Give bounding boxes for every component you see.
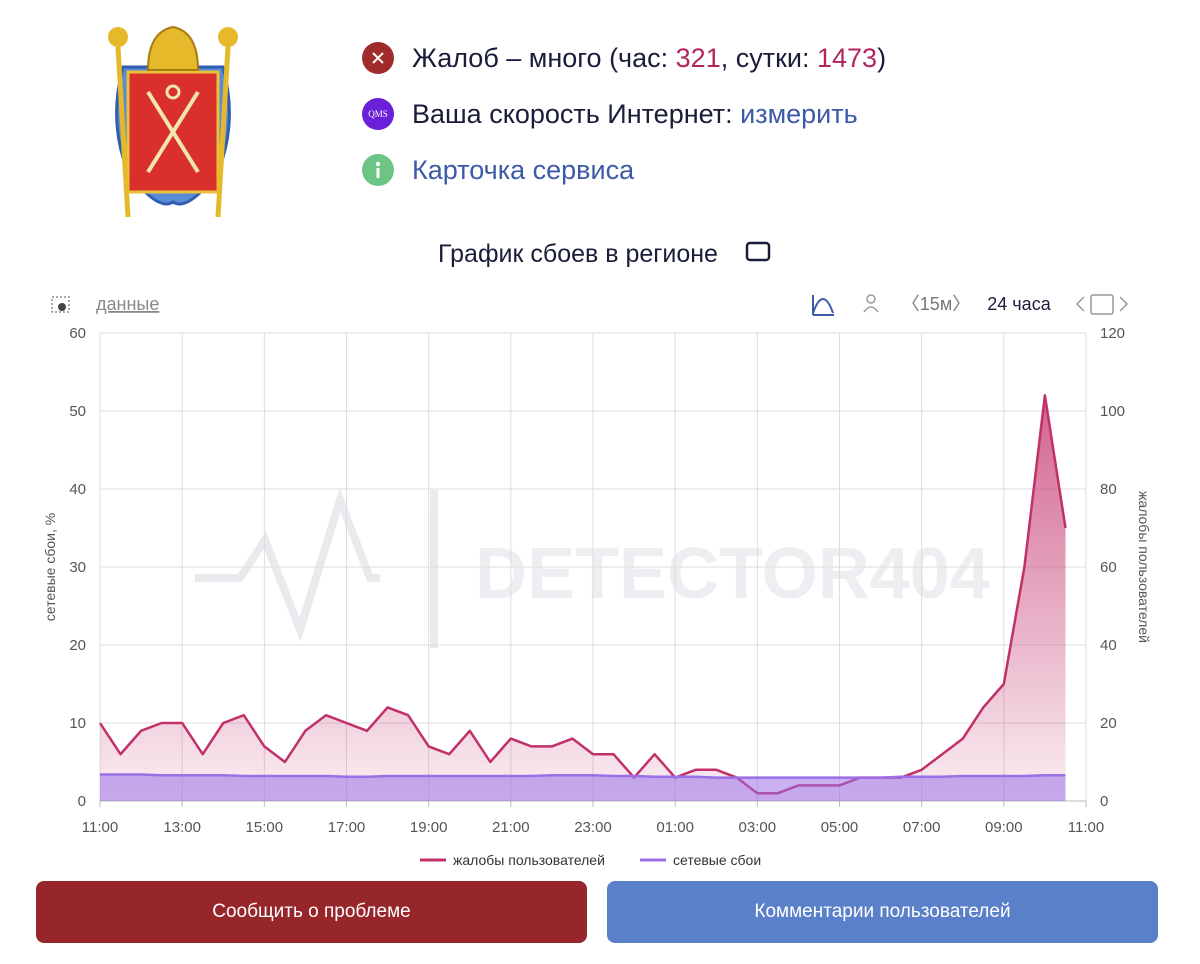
x-tick-label: 17:00 — [328, 819, 366, 836]
error-icon — [362, 42, 394, 74]
info-icon — [362, 154, 394, 186]
chart-type-icon[interactable] — [812, 295, 834, 316]
legend-item[interactable]: жалобы пользователей — [420, 852, 605, 868]
x-tick-label: 05:00 — [821, 819, 859, 836]
legend-label: сетевые сбои — [673, 852, 761, 868]
status-row: Жалоб – много (час: 321, сутки: 1473) — [362, 42, 886, 74]
card-link[interactable]: Карточка сервиса — [412, 154, 635, 185]
speed-label: Ваша скорость Интернет: — [412, 98, 741, 129]
watermark: DETECTOR404 — [195, 487, 990, 648]
x-tick-label: 15:00 — [246, 819, 284, 836]
y-tick-label: 0 — [78, 793, 86, 810]
y-tick-label: 50 — [69, 403, 86, 420]
line — [100, 773, 1066, 779]
monitor-icon — [745, 241, 771, 262]
speed-row: QMS Ваша скорость Интернет: измерить — [362, 98, 858, 130]
legend-label: жалобы пользователей — [453, 852, 605, 868]
y-tick-label: 20 — [69, 637, 86, 654]
y2-tick-label: 120 — [1100, 325, 1125, 342]
y2-tick-label: 0 — [1100, 793, 1108, 810]
x-tick-label: 13:00 — [163, 819, 201, 836]
y2-tick-label: 40 — [1100, 637, 1117, 654]
watermark-text: DETECTOR404 — [475, 534, 990, 614]
y-tick-label: 30 — [69, 559, 86, 576]
y2-tick-label: 100 — [1100, 403, 1125, 420]
x-tick-label: 19:00 — [410, 819, 448, 836]
status-mid: , сутки: — [720, 42, 817, 73]
data-link[interactable]: данные — [96, 294, 159, 314]
area — [100, 774, 1066, 801]
x-tick-label: 01:00 — [656, 819, 694, 836]
x-tick-label: 11:00 — [1068, 819, 1104, 836]
qms-icon: QMS — [362, 98, 394, 130]
y2-axis-label: жалобы пользователей — [1136, 491, 1152, 643]
x-tick-label: 23:00 — [574, 819, 612, 836]
area — [100, 395, 1066, 801]
period-select[interactable]: 24 часа — [987, 294, 1051, 314]
chart: График сбоев в регионе данные 〈15м〉 24 ч… — [42, 240, 1152, 868]
calendar-control[interactable] — [1075, 294, 1129, 315]
x-tick-label: 07:00 — [903, 819, 941, 836]
camera-icon[interactable] — [51, 296, 70, 313]
status-suffix: ) — [877, 42, 887, 73]
user-icon[interactable] — [863, 294, 879, 313]
y2-tick-label: 80 — [1100, 481, 1117, 498]
y2-tick-label: 60 — [1100, 559, 1117, 576]
y-tick-label: 40 — [69, 481, 86, 498]
status-text: Жалоб – много (час: 321, сутки: 1473) — [412, 43, 886, 74]
y-axis-label: сетевые сбои, % — [42, 513, 58, 621]
x-tick-label: 03:00 — [739, 819, 777, 836]
x-tick-label: 11:00 — [82, 819, 118, 836]
hour-count: 321 — [675, 42, 721, 73]
y-tick-label: 10 — [69, 715, 86, 732]
speed-link[interactable]: измерить — [740, 98, 858, 129]
x-tick-label: 09:00 — [985, 819, 1023, 836]
card-row: Карточка сервиса — [362, 154, 634, 186]
chart-title: График сбоев в регионе — [438, 240, 718, 268]
y-tick-label: 60 — [69, 325, 86, 342]
status-prefix: Жалоб – много (час: — [412, 42, 676, 73]
interval-select[interactable]: 〈15м〉 — [902, 294, 970, 314]
report-button[interactable]: Сообщить о проблеме — [36, 881, 587, 943]
y2-tick-label: 20 — [1100, 715, 1117, 732]
legend-item[interactable]: сетевые сбои — [640, 852, 761, 868]
coat-of-arms — [108, 25, 238, 218]
comments-button[interactable]: Комментарии пользователей — [607, 881, 1158, 943]
x-tick-label: 21:00 — [492, 819, 530, 836]
day-count: 1473 — [817, 42, 878, 73]
